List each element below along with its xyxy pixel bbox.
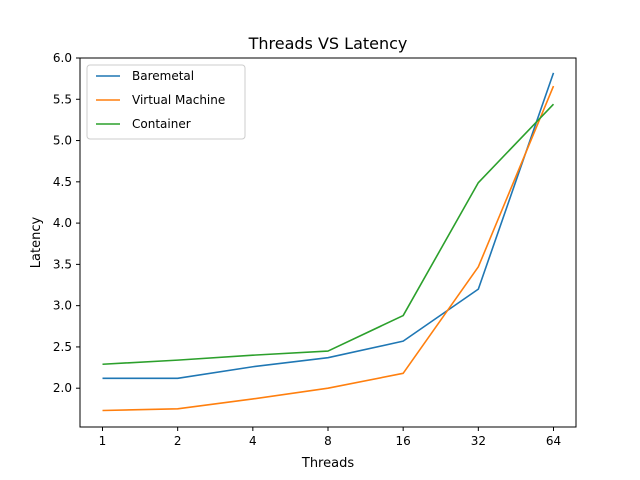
series-line-3 <box>102 103 555 366</box>
x-tick-label: 8 <box>324 434 332 448</box>
x-tick-label: 16 <box>396 434 411 448</box>
legend-label: Baremetal <box>132 69 194 83</box>
y-tick-label: 4.5 <box>53 175 72 189</box>
y-tick-label: 6.0 <box>53 51 72 65</box>
legend: Baremetal Virtual Machine Container <box>86 64 246 140</box>
legend-box <box>86 64 246 140</box>
x-tick-label: 1 <box>99 434 107 448</box>
x-tick-label: 64 <box>546 434 561 448</box>
y-axis: 2.0 2.5 3.0 3.5 4.0 4.5 5.0 5.5 6.0 <box>53 51 80 395</box>
chart-title: Threads VS Latency <box>248 34 408 53</box>
y-tick-label: 2.5 <box>53 340 72 354</box>
y-tick-label: 4.0 <box>53 216 72 230</box>
y-tick-label: 5.5 <box>53 92 72 106</box>
legend-label: Container <box>132 117 191 131</box>
series-line-2 <box>102 85 555 412</box>
x-tick-label: 4 <box>249 434 257 448</box>
x-axis-label: Threads <box>301 456 354 471</box>
y-tick-label: 3.0 <box>53 299 72 313</box>
plot-area <box>102 72 555 412</box>
y-tick-label: 5.0 <box>53 134 72 148</box>
y-tick-label: 2.0 <box>53 381 72 395</box>
y-axis-label: Latency <box>29 217 44 269</box>
x-axis: 1 2 4 8 16 32 64 <box>99 427 561 448</box>
legend-label: Virtual Machine <box>132 93 225 107</box>
x-tick-label: 32 <box>471 434 486 448</box>
series-line-1 <box>102 72 555 380</box>
x-tick-label: 2 <box>174 434 182 448</box>
y-tick-label: 3.5 <box>53 257 72 271</box>
